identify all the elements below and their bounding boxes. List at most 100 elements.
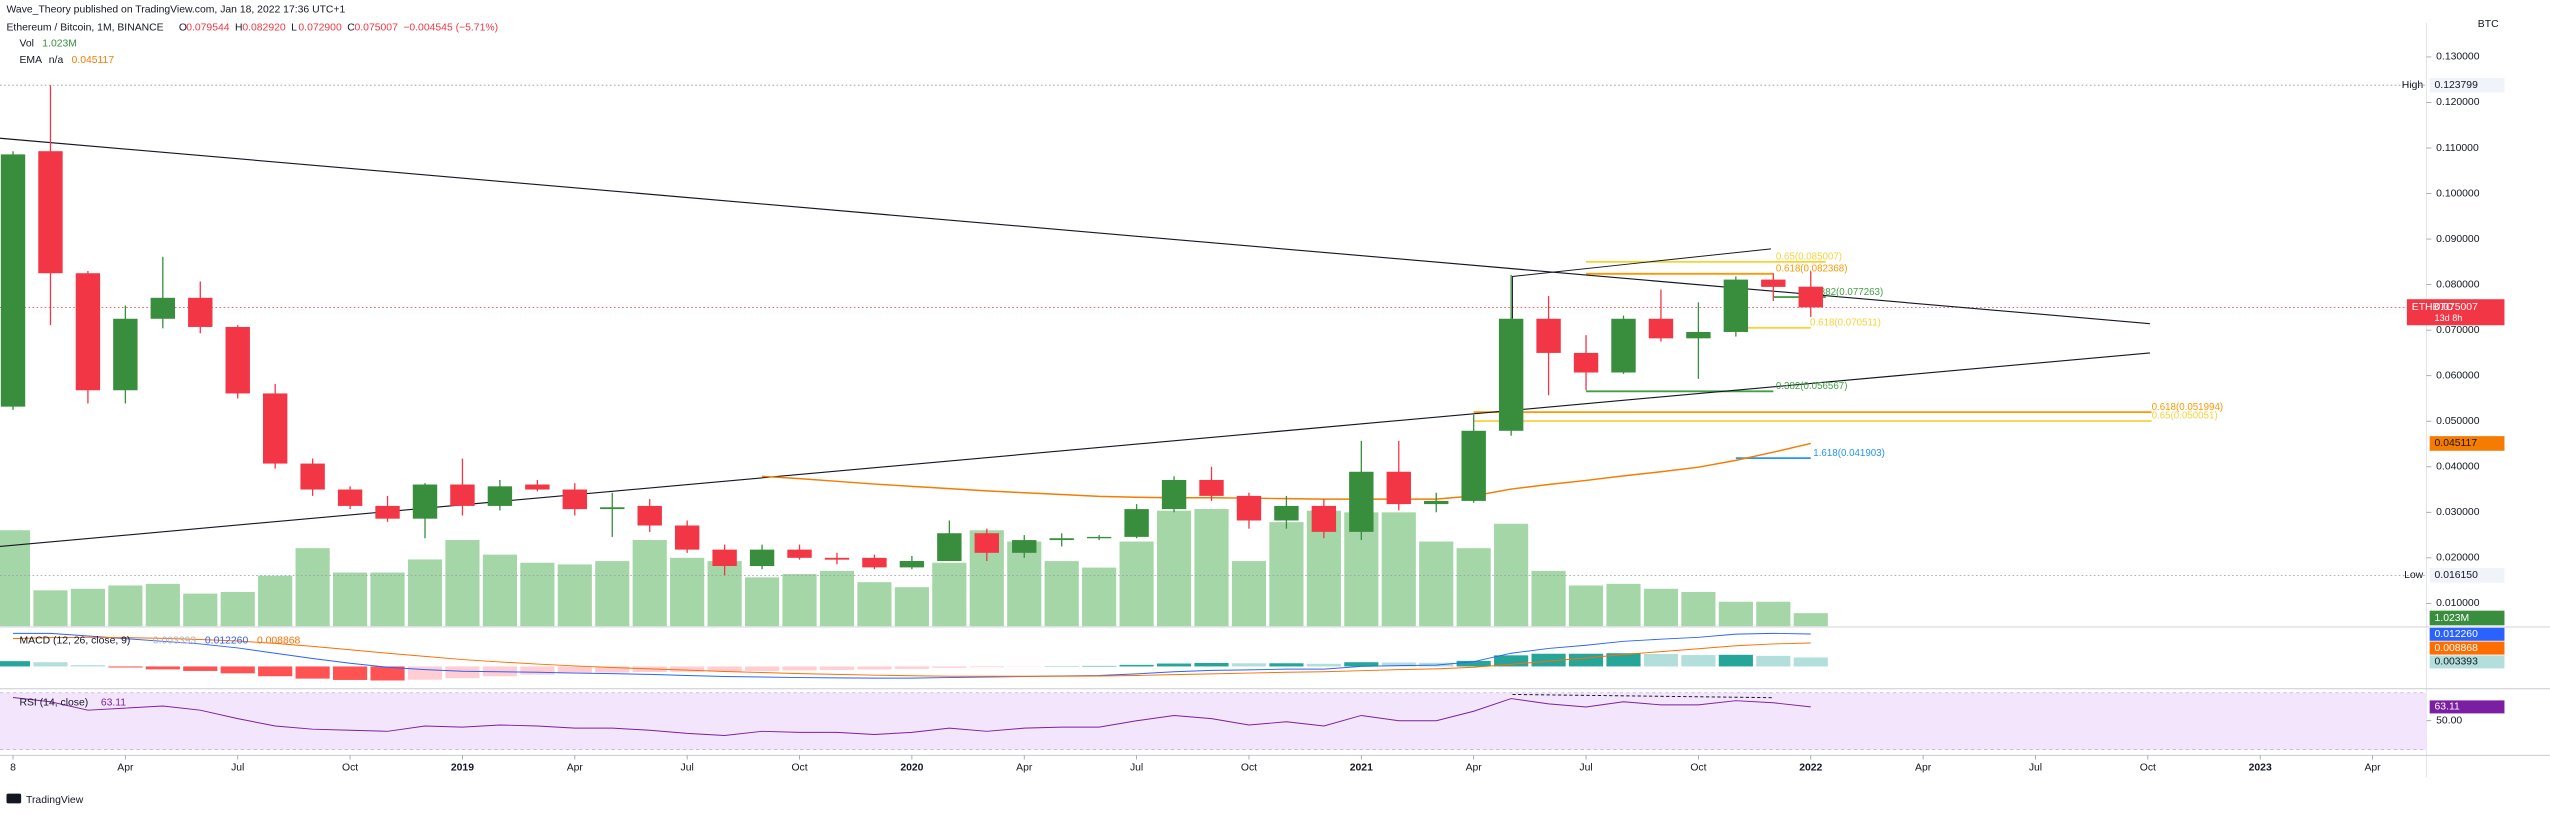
volume-tag-bg xyxy=(2429,610,2505,626)
x-tick-label: 2021 xyxy=(1350,762,1373,773)
macd-histogram-bar xyxy=(258,666,293,677)
fib-label: 0.618(0.070511) xyxy=(1810,318,1881,329)
volume-bar xyxy=(1456,548,1491,627)
x-tick-label: 2022 xyxy=(1799,762,1822,773)
macd-histogram-bar xyxy=(1681,655,1716,667)
candle-body xyxy=(1012,540,1037,553)
candle-body xyxy=(188,297,213,327)
volume-bar xyxy=(557,564,592,627)
x-tick-label: Jul xyxy=(1579,762,1592,773)
histogram-tag: 0.003393 xyxy=(2435,657,2479,668)
candle-body xyxy=(899,561,925,568)
macd-histogram-bar xyxy=(932,666,967,668)
x-tick-label: Oct xyxy=(1690,762,1706,773)
macd-histogram-bar xyxy=(333,666,368,680)
candle-body xyxy=(1236,495,1262,521)
volume-bar xyxy=(1531,570,1566,627)
background-layer: 0.130000 0.120000 0.110000 0.100000 0.090000… xyxy=(0,52,2480,773)
candle-body xyxy=(225,326,250,394)
volume-bar xyxy=(1756,601,1791,627)
ema-tag: 0.045117 xyxy=(2435,438,2478,449)
x-tick-label: Jul xyxy=(681,762,694,773)
candle-body xyxy=(412,484,438,519)
volume-bar xyxy=(33,590,68,627)
x-tick-label: Apr xyxy=(2364,762,2381,773)
candle-body xyxy=(1161,479,1187,510)
candle-body xyxy=(1536,318,1561,353)
macd-histogram-bar xyxy=(1793,657,1828,667)
volume-bar xyxy=(1156,510,1192,627)
y-tick-label: 50.00 xyxy=(2436,715,2462,726)
volume-bar xyxy=(70,588,105,627)
candle-body xyxy=(749,549,775,567)
fib-label: 0.65(0.050051) xyxy=(2152,411,2218,422)
macd-histogram-bar xyxy=(1494,655,1529,667)
x-tick-label: Apr xyxy=(1915,762,1932,773)
candle-body xyxy=(637,505,662,526)
candle-body xyxy=(862,557,887,568)
volume-bar xyxy=(782,574,817,627)
candle-body xyxy=(1498,318,1524,431)
macd-histogram-bar xyxy=(1269,663,1304,667)
volume-bar xyxy=(295,548,330,627)
volume-legend-value: 1.023M xyxy=(42,39,77,50)
x-tick-label: Apr xyxy=(1016,762,1033,773)
volume-bar xyxy=(1681,591,1716,627)
low_marker-value: 0.016150 xyxy=(2435,570,2479,581)
candle-body xyxy=(1686,331,1711,339)
ohlc-value: 0.075007 xyxy=(355,22,399,33)
candle-body xyxy=(450,484,475,506)
macd-histogram-bar xyxy=(220,666,255,674)
volume-bar xyxy=(857,582,892,627)
x-tick-label: Apr xyxy=(117,762,134,773)
volume-bar xyxy=(407,559,443,627)
candle-body xyxy=(1274,505,1299,521)
macd-hist-legend: 0.003393 xyxy=(153,636,197,647)
candle-body xyxy=(0,154,26,407)
volume-bar xyxy=(1494,523,1529,627)
volume-bar xyxy=(819,570,855,627)
volume-legend-name: Vol xyxy=(20,39,34,50)
publisher: Wave_Theory published on TradingView.com… xyxy=(7,5,346,16)
histogram-tag-bg xyxy=(2429,655,2505,669)
macd-histogram-bar xyxy=(370,666,405,681)
signal-line xyxy=(12,636,1811,677)
symbol-tag-bg xyxy=(2406,299,2505,326)
macd-histogram-bar xyxy=(857,666,892,670)
macd-histogram-bar xyxy=(1718,654,1753,667)
candle-body xyxy=(525,484,550,490)
candle-body xyxy=(1573,352,1599,373)
volume-bar xyxy=(1269,522,1304,627)
countdown-tag: 13d 8h xyxy=(2435,313,2463,323)
y-tick-label: 0.010000 xyxy=(2436,598,2480,609)
volume-bar xyxy=(1793,613,1828,627)
candle-body xyxy=(337,489,363,506)
candle-body xyxy=(1761,279,1786,287)
volume-bar xyxy=(632,540,667,627)
candle-body xyxy=(75,273,101,391)
y-tick-label: 0.110000 xyxy=(2436,143,2479,154)
volume-bar xyxy=(333,572,368,627)
volume-bar xyxy=(595,561,630,627)
volume-bar xyxy=(670,557,705,627)
currency: BTC xyxy=(2478,19,2499,30)
ema-legend-name: EMA xyxy=(20,55,43,66)
rsi-band xyxy=(0,692,2427,750)
x-tick-label: Jul xyxy=(1130,762,1143,773)
candle-body xyxy=(487,486,513,506)
ohlc-value: 0.072900 xyxy=(298,22,342,33)
trendline xyxy=(1511,248,1772,319)
y-tick-label: 0.020000 xyxy=(2436,553,2480,564)
candle-body xyxy=(562,489,588,510)
volume-bar xyxy=(1044,561,1079,627)
y-tick-label: 0.120000 xyxy=(2436,97,2480,108)
x-tick-label: Jul xyxy=(231,762,244,773)
volume-bar xyxy=(932,562,967,627)
y-tick-label: 0.030000 xyxy=(2436,507,2480,518)
y-tick-label: 0.040000 xyxy=(2436,462,2480,473)
candle-body xyxy=(824,557,850,560)
macd-histogram-bar xyxy=(707,666,742,672)
macd-histogram-bar xyxy=(744,666,780,671)
low_marker-name: Low xyxy=(2404,570,2424,581)
